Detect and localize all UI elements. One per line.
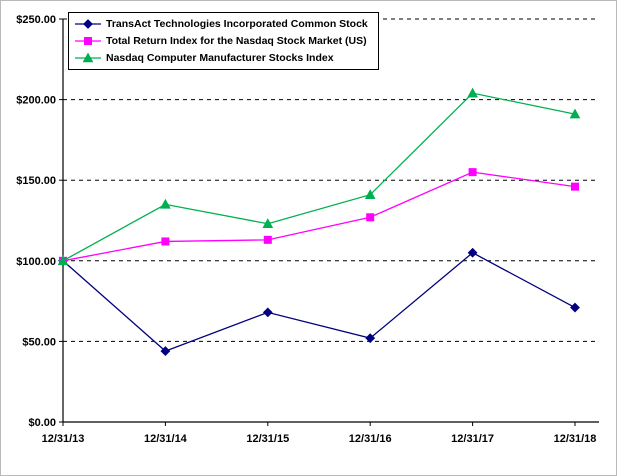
y-axis-label: $0.00 xyxy=(28,417,56,429)
legend-item: Total Return Index for the Nasdaq Stock … xyxy=(75,34,368,48)
y-axis-label: $250.00 xyxy=(16,14,56,26)
diamond-marker xyxy=(467,247,478,258)
square-marker xyxy=(84,37,92,45)
diamond-marker xyxy=(262,307,273,318)
legend-label: Nasdaq Computer Manufacturer Stocks Inde… xyxy=(106,52,334,64)
triangle-up-marker xyxy=(57,255,69,266)
legend-marker-sample xyxy=(75,19,101,29)
x-axis-label: 12/31/16 xyxy=(349,433,392,445)
triangle-up-marker xyxy=(262,218,274,229)
diamond-marker xyxy=(160,346,171,356)
series-line xyxy=(62,251,576,352)
y-axis-label: $50.00 xyxy=(22,336,56,348)
square-marker xyxy=(366,213,375,222)
legend-marker-sample xyxy=(75,37,101,45)
triangle-up-marker xyxy=(467,87,478,98)
y-axis-label: $100.00 xyxy=(16,256,56,268)
diamond-marker xyxy=(570,302,580,313)
triangle-up-marker xyxy=(364,189,376,200)
x-axis-label: 12/31/17 xyxy=(451,433,494,445)
y-axis-label: $200.00 xyxy=(16,95,56,107)
x-axis-label: 12/31/15 xyxy=(246,433,289,445)
square-marker xyxy=(571,182,579,191)
legend-item: Nasdaq Computer Manufacturer Stocks Inde… xyxy=(75,51,368,65)
legend-label: TransAct Technologies Incorporated Commo… xyxy=(106,18,368,30)
legend: TransAct Technologies Incorporated Commo… xyxy=(68,12,379,70)
series-line xyxy=(62,92,576,262)
square-marker xyxy=(468,168,477,177)
x-axis-label: 12/31/13 xyxy=(42,433,85,445)
series-line xyxy=(62,171,576,262)
x-axis-label: 12/31/14 xyxy=(144,433,188,445)
triangle-up-marker xyxy=(160,198,171,209)
diamond-marker xyxy=(83,19,93,29)
legend-label: Total Return Index for the Nasdaq Stock … xyxy=(106,35,367,47)
triangle-up-marker xyxy=(569,108,581,119)
triangle-up-marker xyxy=(82,52,94,63)
diamond-marker xyxy=(365,333,376,344)
y-axis-label: $150.00 xyxy=(16,175,56,187)
square-marker xyxy=(263,235,272,244)
legend-marker-sample xyxy=(75,52,101,63)
legend-item: TransAct Technologies Incorporated Commo… xyxy=(75,17,368,31)
x-axis-label: 12/31/18 xyxy=(554,433,597,445)
square-marker xyxy=(161,237,170,246)
